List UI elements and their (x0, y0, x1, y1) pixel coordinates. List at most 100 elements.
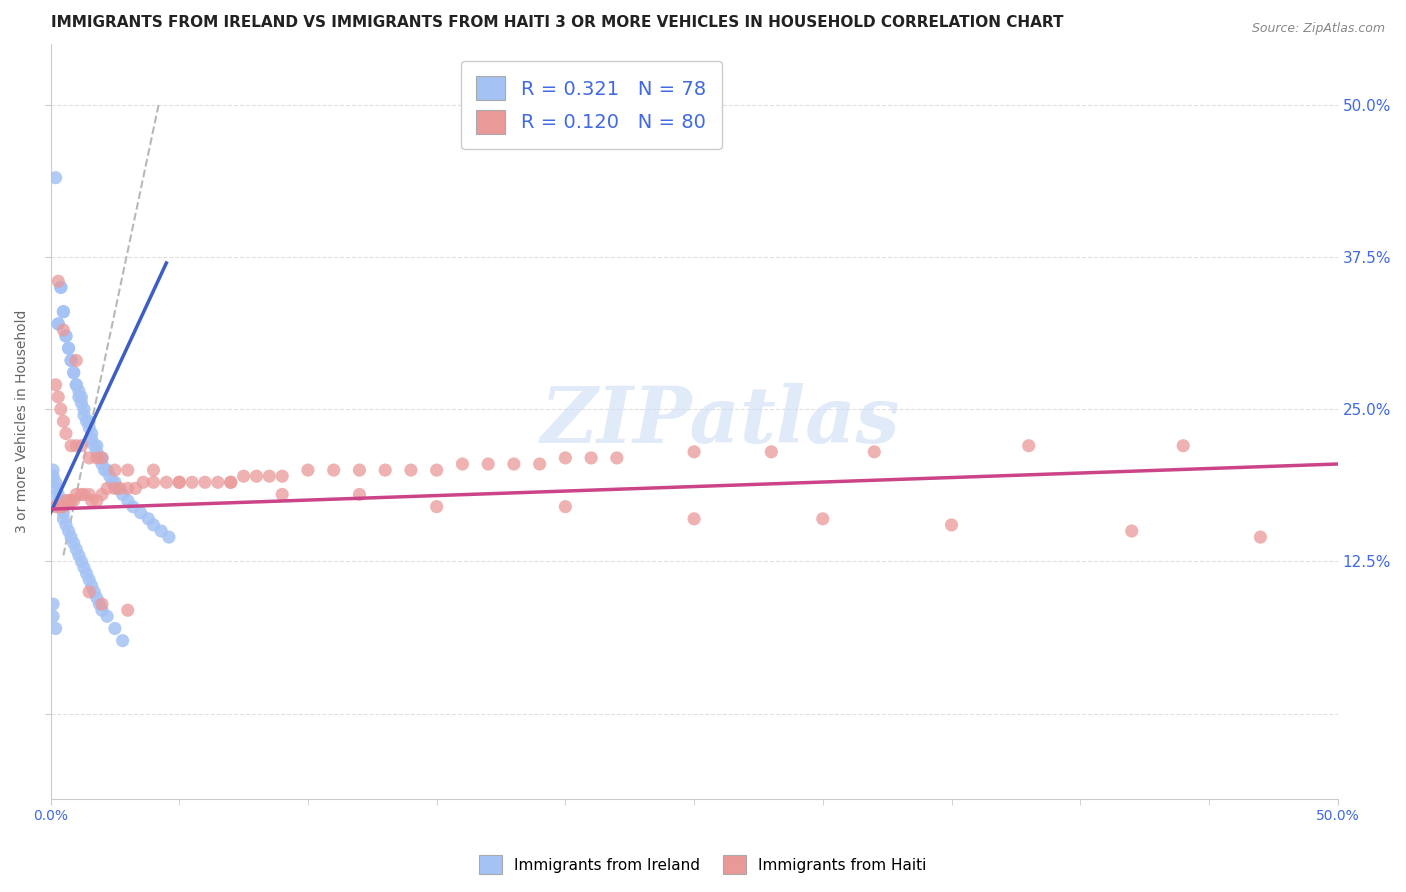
Point (155, 475, 177, 490)
Point (426, 463, 449, 477)
Point (77, 585, 100, 599)
Point (91, 603, 114, 617)
Point (52, 506, 75, 520)
Point (65, 377, 87, 392)
Point (761, 445, 783, 459)
Point (60, 493, 83, 508)
Point (271, 469, 294, 483)
Text: Source: ZipAtlas.com: Source: ZipAtlas.com (1251, 22, 1385, 36)
Point (76, 414, 98, 428)
Point (55, 329, 77, 343)
Point (45, 170, 67, 185)
Point (80, 433, 103, 447)
Point (399, 463, 422, 477)
Point (80, 579, 103, 593)
Point (138, 512, 160, 526)
Point (104, 622, 127, 636)
Point (45, 482, 67, 496)
Point (98, 469, 121, 483)
Point (122, 500, 145, 514)
Point (96, 463, 118, 477)
Point (49, 402, 72, 417)
Point (245, 469, 267, 483)
Point (477, 457, 499, 471)
Point (96, 609, 118, 624)
Point (142, 463, 165, 477)
Text: ZIPatlas: ZIPatlas (540, 384, 900, 459)
Point (62, 366, 84, 380)
Point (297, 463, 319, 477)
Point (108, 482, 131, 496)
Point (67, 384, 90, 398)
Point (941, 517, 963, 532)
Point (58, 341, 80, 355)
Point (104, 475, 127, 490)
Point (107, 482, 129, 496)
Point (606, 450, 628, 465)
Point (77, 414, 100, 428)
Point (46, 390, 69, 404)
Point (91, 487, 114, 501)
Point (554, 450, 576, 465)
Point (55, 329, 77, 343)
Point (62, 493, 84, 508)
Point (554, 500, 576, 514)
Point (129, 506, 152, 520)
Point (89, 597, 111, 611)
Point (46, 317, 69, 331)
Point (77, 450, 100, 465)
Point (46, 500, 69, 514)
Point (86, 450, 108, 465)
Point (65, 353, 87, 368)
Point (70, 487, 93, 501)
Y-axis label: 3 or more Vehicles in Household: 3 or more Vehicles in Household (15, 310, 30, 533)
Point (77, 573, 100, 587)
Point (67, 549, 90, 563)
Point (60, 530, 83, 544)
Point (42, 463, 65, 477)
Point (219, 475, 242, 490)
Point (1018, 439, 1040, 453)
Point (117, 493, 139, 508)
Point (52, 414, 75, 428)
Point (207, 475, 229, 490)
Point (683, 512, 706, 526)
Point (65, 377, 87, 392)
Point (80, 426, 103, 441)
Point (259, 469, 281, 483)
Point (49, 280, 72, 294)
Point (70, 554, 93, 568)
Point (49, 280, 72, 294)
Text: IMMIGRANTS FROM IRELAND VS IMMIGRANTS FROM HAITI 3 OR MORE VEHICLES IN HOUSEHOLD: IMMIGRANTS FROM IRELAND VS IMMIGRANTS FR… (51, 15, 1063, 30)
Point (73, 487, 96, 501)
Point (157, 530, 180, 544)
Point (93, 463, 115, 477)
Point (60, 353, 83, 368)
Point (194, 475, 217, 490)
Point (111, 633, 134, 648)
Point (70, 390, 93, 404)
Legend: R = 0.321   N = 78, R = 0.120   N = 80: R = 0.321 N = 78, R = 0.120 N = 80 (461, 61, 721, 149)
Point (45, 475, 67, 490)
Point (683, 445, 706, 459)
Point (52, 304, 75, 318)
Point (1121, 524, 1143, 538)
Point (55, 493, 77, 508)
Point (62, 366, 84, 380)
Point (374, 463, 396, 477)
Point (811, 512, 834, 526)
Point (52, 512, 75, 526)
Point (42, 609, 65, 624)
Point (86, 591, 108, 605)
Point (73, 560, 96, 574)
Point (89, 450, 111, 465)
Point (219, 475, 242, 490)
Point (117, 603, 139, 617)
Point (104, 463, 127, 477)
Point (55, 426, 77, 441)
Point (46, 317, 69, 331)
Point (45, 622, 67, 636)
Point (86, 493, 108, 508)
Point (86, 439, 108, 453)
Point (104, 482, 127, 496)
